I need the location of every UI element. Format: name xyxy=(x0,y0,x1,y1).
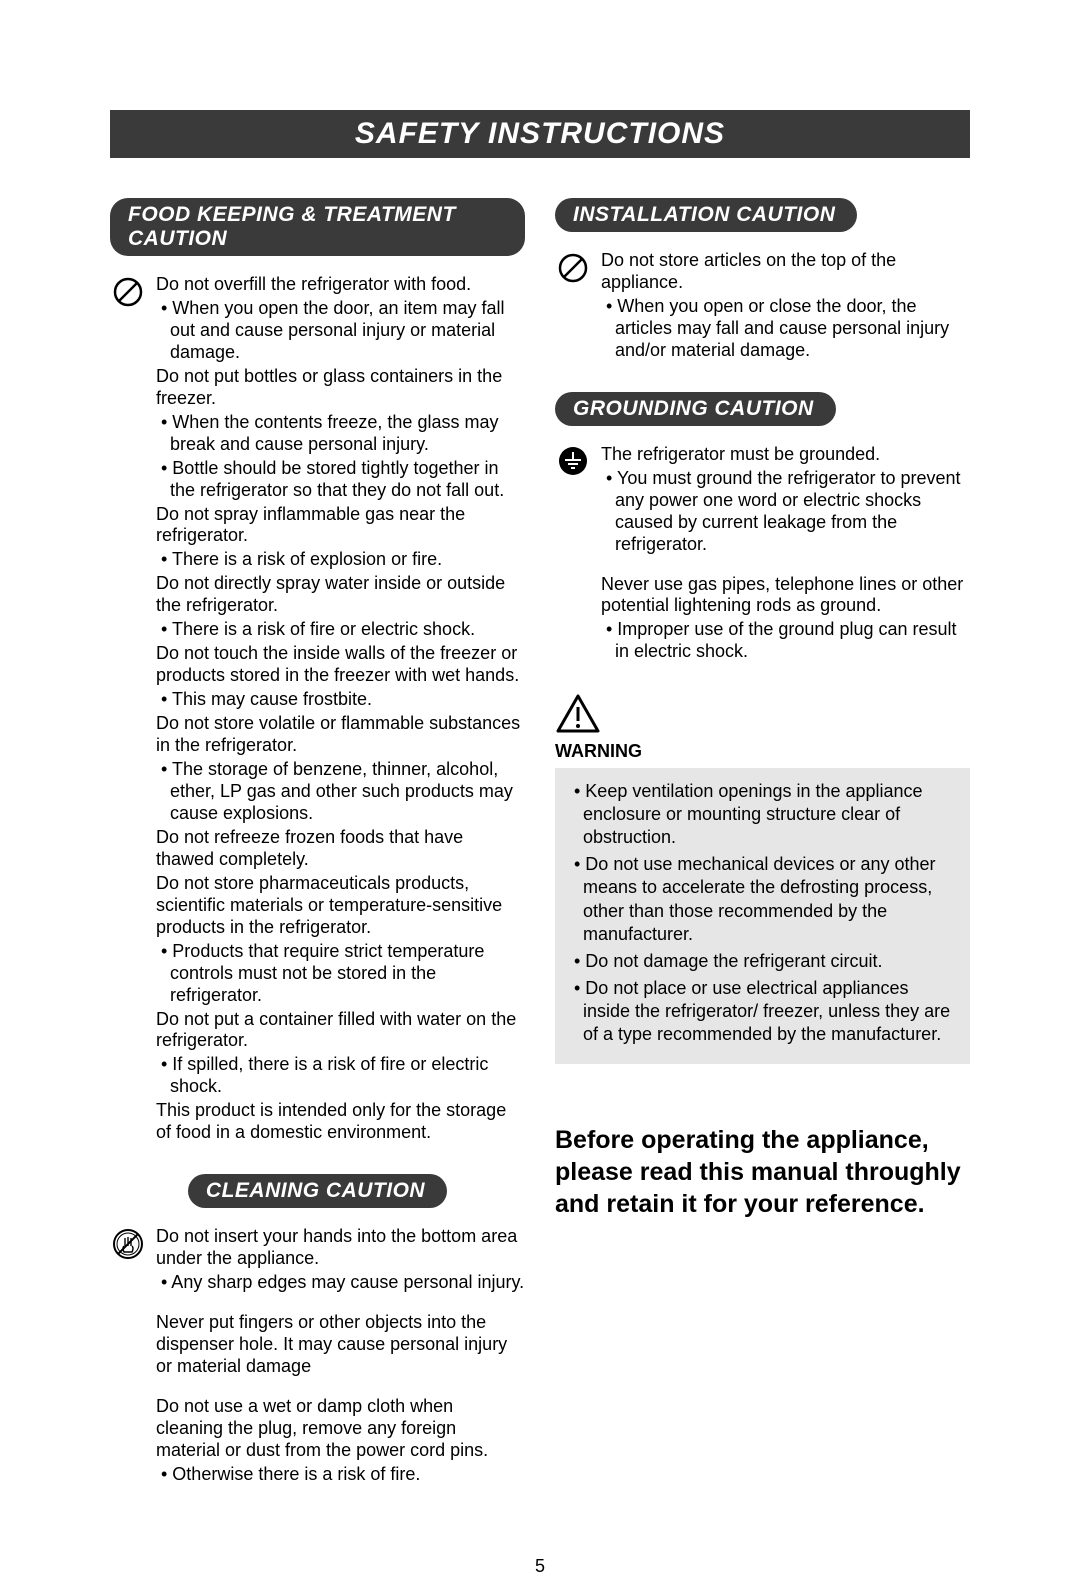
cleaning-section: CLEANING CAUTION Do not insert your hand… xyxy=(110,1174,525,1488)
text: • Do not place or use electrical applian… xyxy=(569,977,956,1046)
text: • When you open the door, an item may fa… xyxy=(156,298,525,364)
warning-grey-box: • Keep ventilation openings in the appli… xyxy=(555,768,970,1063)
text: • There is a risk of fire or electric sh… xyxy=(156,619,525,641)
no-touch-icon xyxy=(110,1226,146,1260)
text: Never put fingers or other objects into … xyxy=(156,1312,525,1378)
text: • There is a risk of explosion or fire. xyxy=(156,549,525,571)
text: • This may cause frostbite. xyxy=(156,689,525,711)
text: • Improper use of the ground plug can re… xyxy=(601,619,970,663)
cleaning-section-title: CLEANING CAUTION xyxy=(188,1174,447,1208)
cleaning-body: Do not insert your hands into the bottom… xyxy=(156,1226,525,1488)
text: Do not directly spray water inside or ou… xyxy=(156,573,525,617)
prohibit-icon xyxy=(110,274,146,308)
text: Do not spray inflammable gas near the re… xyxy=(156,504,525,548)
warning-section: WARNING • Keep ventilation openings in t… xyxy=(555,693,970,1063)
text: • You must ground the refrigerator to pr… xyxy=(601,468,970,556)
install-section-title: INSTALLATION CAUTION xyxy=(555,198,857,232)
page-title-banner: SAFETY INSTRUCTIONS xyxy=(110,110,970,158)
text: Do not insert your hands into the bottom… xyxy=(156,1226,525,1270)
left-column: FOOD KEEPING & TREATMENT CAUTION Do not … xyxy=(110,198,525,1516)
food-section-title: FOOD KEEPING & TREATMENT CAUTION xyxy=(110,198,525,256)
text: Do not use a wet or damp cloth when clea… xyxy=(156,1396,525,1462)
prohibit-icon xyxy=(555,250,591,284)
text: • If spilled, there is a risk of fire or… xyxy=(156,1054,525,1098)
page-number: 5 xyxy=(110,1556,970,1577)
text: • When you open or close the door, the a… xyxy=(601,296,970,362)
text: Do not refreeze frozen foods that have t… xyxy=(156,827,525,871)
text: Do not put bottles or glass containers i… xyxy=(156,366,525,410)
text: Do not store volatile or flammable subst… xyxy=(156,713,525,757)
text: This product is intended only for the st… xyxy=(156,1100,525,1144)
warning-label: WARNING xyxy=(555,741,970,762)
text: • Do not damage the refrigerant circuit. xyxy=(569,950,956,973)
text: Never use gas pipes, telephone lines or … xyxy=(601,574,970,618)
text: • Products that require strict temperatu… xyxy=(156,941,525,1007)
food-section: FOOD KEEPING & TREATMENT CAUTION Do not … xyxy=(110,198,525,1146)
text: • Bottle should be stored tightly togeth… xyxy=(156,458,525,502)
warning-triangle-icon xyxy=(555,693,970,735)
text: • Otherwise there is a risk of fire. xyxy=(156,1464,525,1486)
text: Do not put a container filled with water… xyxy=(156,1009,525,1053)
text: • When the contents freeze, the glass ma… xyxy=(156,412,525,456)
text: Do not touch the inside walls of the fre… xyxy=(156,643,525,687)
two-column-layout: FOOD KEEPING & TREATMENT CAUTION Do not … xyxy=(110,198,970,1516)
text: The refrigerator must be grounded. xyxy=(601,444,970,466)
text: • The storage of benzene, thinner, alcoh… xyxy=(156,759,525,825)
text: Do not overfill the refrigerator with fo… xyxy=(156,274,525,296)
text: • Any sharp edges may cause personal inj… xyxy=(156,1272,525,1294)
final-note: Before operating the appliance, please r… xyxy=(555,1124,970,1220)
ground-section: GROUNDING CAUTION The refrigerator must … xyxy=(555,392,970,666)
text: • Keep ventilation openings in the appli… xyxy=(569,780,956,849)
text: Do not store pharmaceuticals products, s… xyxy=(156,873,525,939)
text: Do not store articles on the top of the … xyxy=(601,250,970,294)
ground-body: The refrigerator must be grounded. • You… xyxy=(601,444,970,666)
ground-icon xyxy=(555,444,591,476)
install-body: Do not store articles on the top of the … xyxy=(601,250,970,364)
install-section: INSTALLATION CAUTION Do not store articl… xyxy=(555,198,970,364)
ground-section-title: GROUNDING CAUTION xyxy=(555,392,836,426)
right-column: INSTALLATION CAUTION Do not store articl… xyxy=(555,198,970,1516)
food-body: Do not overfill the refrigerator with fo… xyxy=(156,274,525,1146)
text: • Do not use mechanical devices or any o… xyxy=(569,853,956,945)
